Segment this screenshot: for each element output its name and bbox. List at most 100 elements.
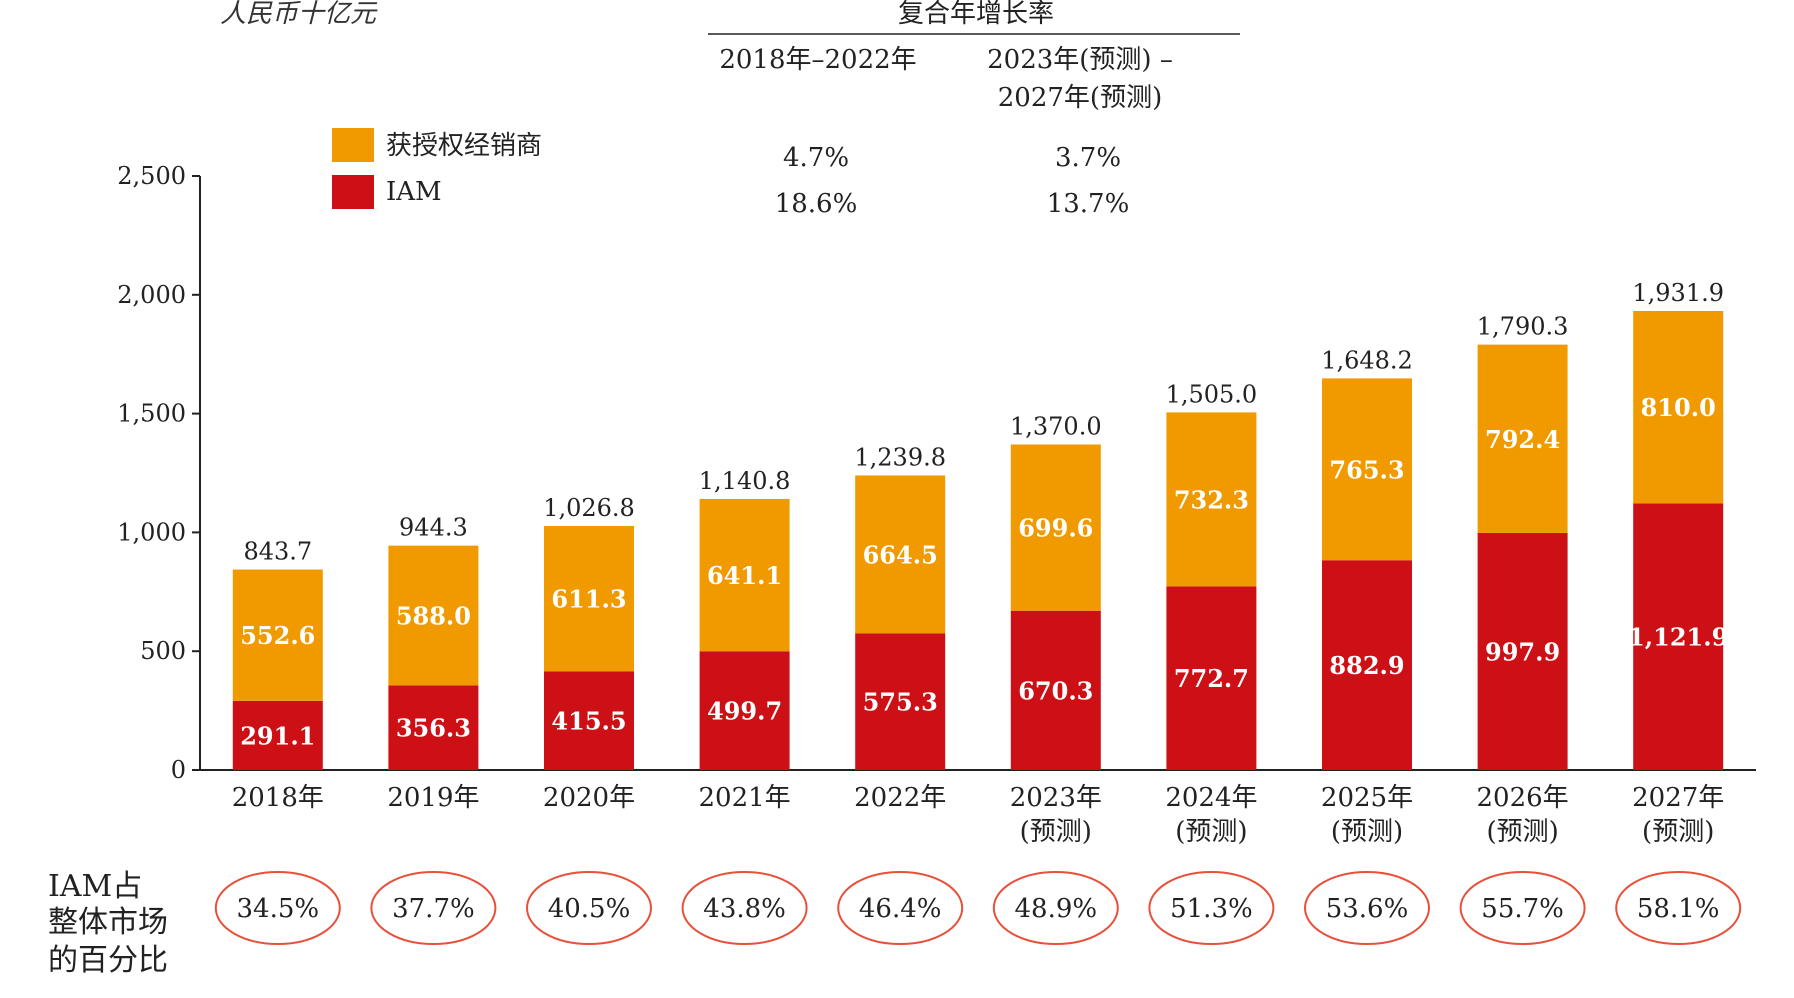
bar-iam	[1322, 560, 1412, 770]
x-labels: 2018年 2019年 2020年 2021年 2022年 2023年 (预测) 2024年 (…	[232, 783, 1725, 847]
bars: 291.1 552.6 843.7 356.3 588.0 944.3 415.5 611.3…	[232, 279, 1728, 770]
share-value: 37.7%	[392, 894, 475, 924]
bar-dealer	[1010, 444, 1101, 611]
cagr-iam-1: 18.6%	[775, 189, 858, 219]
bar-dealer	[855, 475, 946, 634]
x-tick-label: 2021年	[699, 783, 791, 813]
bar-dealer-label: 611.3	[551, 585, 626, 614]
x-tick-sublabel: (预测)	[1020, 817, 1092, 847]
bar-iam-label: 772.7	[1174, 664, 1249, 693]
bar-iam-label: 1,121.9	[1628, 623, 1728, 652]
bar-iam-label: 575.3	[863, 688, 938, 717]
y-tick-label: 2,500	[117, 162, 186, 190]
bar-dealer	[1477, 344, 1568, 533]
y-tick-label: 1,000	[117, 518, 186, 546]
bar-iam	[699, 651, 790, 770]
bar-total-label: 1,790.3	[1477, 313, 1569, 341]
share-ring	[1459, 871, 1586, 945]
bar-dealer-label: 552.6	[240, 621, 315, 650]
cagr-dealer-1: 4.7%	[783, 143, 849, 173]
bar-dealer-label: 588.0	[396, 601, 471, 630]
bar-dealer	[388, 545, 479, 686]
bar-dealer	[1322, 378, 1412, 561]
share-value: 58.1%	[1637, 894, 1720, 924]
bar-total-label: 944.3	[399, 514, 468, 542]
share-row: 34.5% 37.7% 40.5% 43.8% 46.4% 48.9% 51.3% 53.6%…	[214, 871, 1742, 945]
x-tick-label: 2027年	[1632, 783, 1724, 813]
bar-total-label: 1,026.8	[543, 494, 635, 522]
x-tick-label: 2024年	[1165, 783, 1257, 813]
share-value: 51.3%	[1170, 894, 1253, 924]
bar-iam	[232, 700, 323, 770]
x-tick-sublabel: (预测)	[1486, 817, 1558, 847]
bar-iam	[544, 671, 634, 770]
share-row-label-1: IAM占	[48, 869, 142, 904]
bar-dealer-label: 641.1	[707, 561, 782, 590]
x-tick-sublabel: (预测)	[1175, 817, 1247, 847]
bar-iam	[855, 633, 946, 770]
legend-label-dealer: 获授权经销商	[386, 131, 542, 161]
share-ring	[1304, 871, 1430, 945]
share-ring	[681, 871, 808, 945]
bar-total-label: 843.7	[243, 538, 312, 566]
bar-iam-label: 882.9	[1329, 651, 1404, 680]
y-ticks: 0 500 1,000 1,500 2,000 2,500	[117, 162, 200, 784]
bar-dealer-label: 699.6	[1018, 514, 1093, 543]
x-tick-label: 2023年	[1010, 783, 1102, 813]
y-tick-label: 2,000	[117, 281, 186, 309]
bar-dealer-label: 765.3	[1329, 455, 1404, 484]
cagr-period-2-line2: 2027年(预测)	[998, 83, 1162, 113]
bar-total-label: 1,239.8	[854, 443, 946, 471]
cagr-period-1: 2018年–2022年	[719, 45, 916, 75]
bar-dealer-label: 664.5	[863, 540, 938, 569]
share-value: 43.8%	[703, 894, 786, 924]
legend-label-iam: IAM	[386, 177, 442, 207]
x-tick-label: 2019年	[387, 783, 479, 813]
x-tick-label: 2022年	[854, 783, 946, 813]
bar-total-label: 1,140.8	[699, 467, 791, 495]
bar-dealer-label: 792.4	[1485, 425, 1560, 454]
bar-iam	[1477, 532, 1568, 770]
cagr-title: 复合年增长率	[898, 0, 1054, 29]
bar-total-label: 1,370.0	[1010, 413, 1102, 441]
share-ring	[214, 871, 341, 945]
bar-iam-label: 356.3	[396, 714, 471, 743]
bar-total-label: 1,931.9	[1632, 279, 1724, 307]
share-ring	[1615, 871, 1742, 945]
bar-dealer-label: 732.3	[1174, 485, 1249, 514]
unit-label: 人民币十亿元	[220, 0, 378, 29]
bar-iam	[1166, 586, 1257, 770]
share-value: 53.6%	[1326, 894, 1409, 924]
y-tick-label: 0	[171, 756, 186, 784]
x-tick-label: 2018年	[232, 783, 324, 813]
share-value: 55.7%	[1481, 894, 1564, 924]
share-value: 34.5%	[236, 894, 319, 924]
bar-dealer	[1166, 412, 1257, 587]
legend-swatch-iam	[332, 175, 374, 209]
x-tick-label: 2020年	[543, 783, 635, 813]
bar-dealer	[1633, 310, 1724, 504]
bar-iam-label: 415.5	[551, 707, 626, 736]
share-ring	[1148, 871, 1275, 945]
bar-dealer-label: 810.0	[1641, 393, 1716, 422]
bar-iam	[1010, 610, 1101, 770]
bar-dealer	[699, 498, 790, 652]
share-value: 40.5%	[548, 894, 631, 924]
x-tick-label: 2025年	[1321, 783, 1413, 813]
legend-swatch-dealer	[332, 128, 374, 162]
share-value: 48.9%	[1014, 894, 1097, 924]
bar-iam	[1633, 503, 1724, 770]
share-row-label-3: 的百分比	[48, 943, 168, 978]
share-ring	[992, 871, 1119, 945]
bar-total-label: 1,505.0	[1166, 380, 1258, 408]
share-ring	[526, 871, 652, 945]
bar-iam-label: 499.7	[707, 697, 782, 726]
cagr-period-2-line1: 2023年(预测) –	[987, 45, 1173, 75]
share-ring	[370, 871, 497, 945]
bar-iam-label: 291.1	[240, 721, 315, 750]
bar-dealer	[544, 526, 634, 672]
x-tick-label: 2026年	[1477, 783, 1569, 813]
bar-iam-label: 670.3	[1018, 676, 1093, 705]
y-tick-label: 500	[140, 637, 186, 665]
